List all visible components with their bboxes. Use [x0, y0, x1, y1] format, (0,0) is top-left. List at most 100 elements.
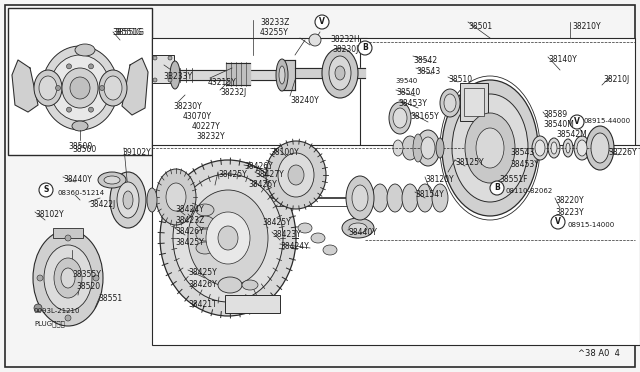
Ellipse shape	[387, 184, 403, 212]
Ellipse shape	[421, 137, 435, 159]
Ellipse shape	[590, 138, 602, 158]
Text: 38427Y: 38427Y	[255, 170, 284, 179]
Ellipse shape	[104, 76, 122, 100]
Text: 38540: 38540	[396, 88, 420, 97]
Ellipse shape	[352, 185, 368, 211]
Text: 38232Y: 38232Y	[196, 132, 225, 141]
Text: ^38 A0  4: ^38 A0 4	[578, 349, 620, 358]
Polygon shape	[226, 63, 250, 85]
Bar	[152, 55, 174, 83]
Ellipse shape	[218, 277, 242, 293]
Text: 3B233Y: 3B233Y	[163, 72, 192, 81]
Text: 38355Y: 38355Y	[72, 270, 101, 279]
Ellipse shape	[56, 86, 61, 90]
Ellipse shape	[413, 134, 423, 162]
Text: 08360-51214: 08360-51214	[57, 190, 104, 196]
Bar	[360, 38, 635, 240]
Ellipse shape	[147, 188, 157, 212]
Ellipse shape	[67, 107, 72, 112]
Ellipse shape	[476, 128, 504, 168]
Ellipse shape	[188, 190, 268, 286]
Ellipse shape	[218, 226, 238, 250]
Text: 38426Y: 38426Y	[188, 280, 217, 289]
Bar	[464, 88, 484, 116]
Text: 38551G: 38551G	[114, 28, 144, 37]
Text: 43215Y: 43215Y	[208, 78, 237, 87]
Ellipse shape	[402, 136, 418, 160]
Text: 38551: 38551	[98, 294, 122, 303]
Text: 38232H: 38232H	[330, 35, 360, 44]
Ellipse shape	[335, 66, 345, 80]
Ellipse shape	[465, 113, 515, 183]
Text: 38210Y: 38210Y	[572, 22, 600, 31]
Ellipse shape	[61, 268, 75, 288]
Text: 38424Y: 38424Y	[175, 205, 204, 214]
Ellipse shape	[156, 169, 196, 225]
Text: 43255Y: 43255Y	[260, 28, 289, 37]
Ellipse shape	[532, 136, 548, 160]
Text: 08110-82062: 08110-82062	[505, 188, 552, 194]
Ellipse shape	[166, 183, 186, 211]
Ellipse shape	[34, 304, 42, 312]
Text: 38100Y: 38100Y	[270, 148, 299, 157]
Text: 38421T: 38421T	[188, 300, 216, 309]
Text: 38542: 38542	[413, 56, 437, 65]
Text: 38425Y: 38425Y	[175, 238, 204, 247]
Ellipse shape	[372, 184, 388, 212]
Text: 38540M: 38540M	[543, 120, 574, 129]
Ellipse shape	[442, 80, 538, 216]
Circle shape	[551, 215, 565, 229]
Ellipse shape	[322, 48, 358, 98]
Ellipse shape	[117, 182, 139, 218]
Bar	[225, 295, 280, 313]
Bar	[152, 145, 640, 345]
Text: 38425Y: 38425Y	[218, 170, 247, 179]
Ellipse shape	[110, 172, 146, 228]
Ellipse shape	[173, 174, 283, 302]
Text: 38510: 38510	[448, 75, 472, 84]
Text: 38453Y: 38453Y	[398, 99, 427, 108]
Text: 08915-14000: 08915-14000	[568, 222, 615, 228]
Ellipse shape	[67, 64, 72, 69]
Ellipse shape	[432, 184, 448, 212]
Text: V: V	[574, 118, 580, 126]
Text: 40227Y: 40227Y	[192, 122, 221, 131]
Text: 39540: 39540	[395, 78, 417, 84]
Ellipse shape	[535, 140, 545, 156]
Circle shape	[570, 115, 584, 129]
Ellipse shape	[93, 275, 99, 281]
Text: 08915-44000: 08915-44000	[584, 118, 631, 124]
Ellipse shape	[393, 108, 407, 128]
Text: 38453Y: 38453Y	[510, 160, 539, 169]
Text: 38102Y: 38102Y	[35, 210, 63, 219]
Ellipse shape	[70, 77, 90, 99]
Ellipse shape	[196, 216, 214, 228]
Text: 38230J: 38230J	[332, 45, 358, 54]
Ellipse shape	[33, 230, 103, 326]
Ellipse shape	[168, 56, 172, 60]
Ellipse shape	[309, 34, 321, 46]
Ellipse shape	[593, 142, 599, 154]
Text: 38520: 38520	[76, 282, 100, 291]
Text: 43070Y: 43070Y	[183, 112, 212, 121]
Ellipse shape	[42, 46, 118, 130]
Ellipse shape	[34, 70, 62, 106]
Text: 38426Y: 38426Y	[244, 162, 273, 171]
Text: 38154Y: 38154Y	[415, 190, 444, 199]
Text: 38543: 38543	[416, 67, 440, 76]
Ellipse shape	[329, 56, 351, 90]
Ellipse shape	[168, 78, 172, 82]
Circle shape	[39, 183, 53, 197]
Ellipse shape	[99, 70, 127, 106]
Text: 38543: 38543	[510, 148, 534, 157]
Ellipse shape	[389, 102, 411, 134]
Ellipse shape	[104, 176, 120, 184]
Ellipse shape	[323, 245, 337, 255]
Text: 0093L-21210: 0093L-21210	[34, 308, 81, 314]
Text: 38424Y: 38424Y	[280, 242, 308, 251]
Text: 39102Y: 39102Y	[122, 148, 151, 157]
Ellipse shape	[342, 218, 374, 238]
Text: PLUGプラグ: PLUGプラグ	[34, 320, 65, 327]
Text: 38422J: 38422J	[89, 200, 115, 209]
Ellipse shape	[65, 235, 71, 241]
